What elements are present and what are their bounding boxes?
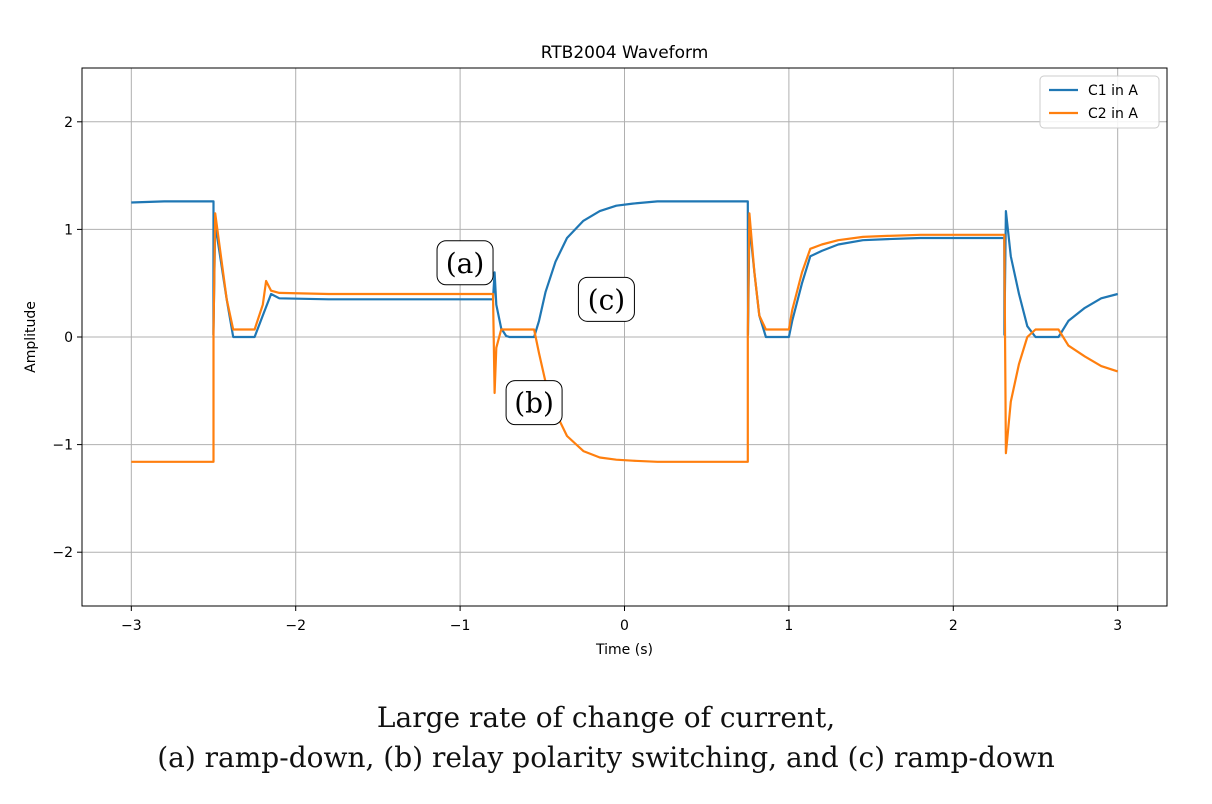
y-axis-label: Amplitude [23, 301, 39, 373]
annotation-box [577, 276, 635, 322]
y-tick-label: 1 [64, 222, 73, 238]
x-tick-label: 1 [784, 618, 793, 634]
figure-caption-line-1: Large rate of change of current, [376, 701, 836, 734]
x-axis-label: Time (s) [595, 642, 653, 658]
y-tick-label: −1 [52, 438, 73, 454]
annotation-label: (c) [588, 283, 626, 316]
series-line-2 [131, 212, 1119, 463]
annotation-label: (b) [514, 387, 554, 420]
x-tick-label: 0 [620, 618, 629, 634]
legend: C1 in A C2 in A [1039, 75, 1160, 129]
x-tick-label: −3 [121, 618, 142, 634]
x-tick-label: −2 [285, 618, 306, 634]
x-tick-label: −1 [450, 618, 471, 634]
figure-caption-line-2: (a) ramp-down, (b) relay polarity switch… [157, 741, 1055, 774]
annotation-3: (c) [577, 276, 635, 322]
annotation-box [505, 380, 563, 426]
annotation-label: (a) [446, 247, 485, 280]
annotation-2: (b) [505, 380, 563, 426]
legend-label-2: C2 in A [1088, 106, 1138, 122]
grid [82, 68, 1167, 606]
x-tick-label: 2 [949, 618, 958, 634]
annotation-box [436, 240, 494, 286]
y-tick-label: −2 [52, 545, 73, 561]
chart-title: RTB2004 Waveform [541, 43, 709, 63]
y-tick-label: 2 [64, 115, 73, 131]
legend-label-1: C1 in A [1088, 83, 1138, 99]
y-tick-label: 0 [64, 330, 73, 346]
waveform-chart: −3 −2 −1 0 1 2 3 −2 −1 0 1 2 RTB2004 Waveform Time (s… [23, 43, 1168, 658]
annotation-1: (a) [436, 240, 494, 286]
x-tick-label: 3 [1113, 618, 1122, 634]
